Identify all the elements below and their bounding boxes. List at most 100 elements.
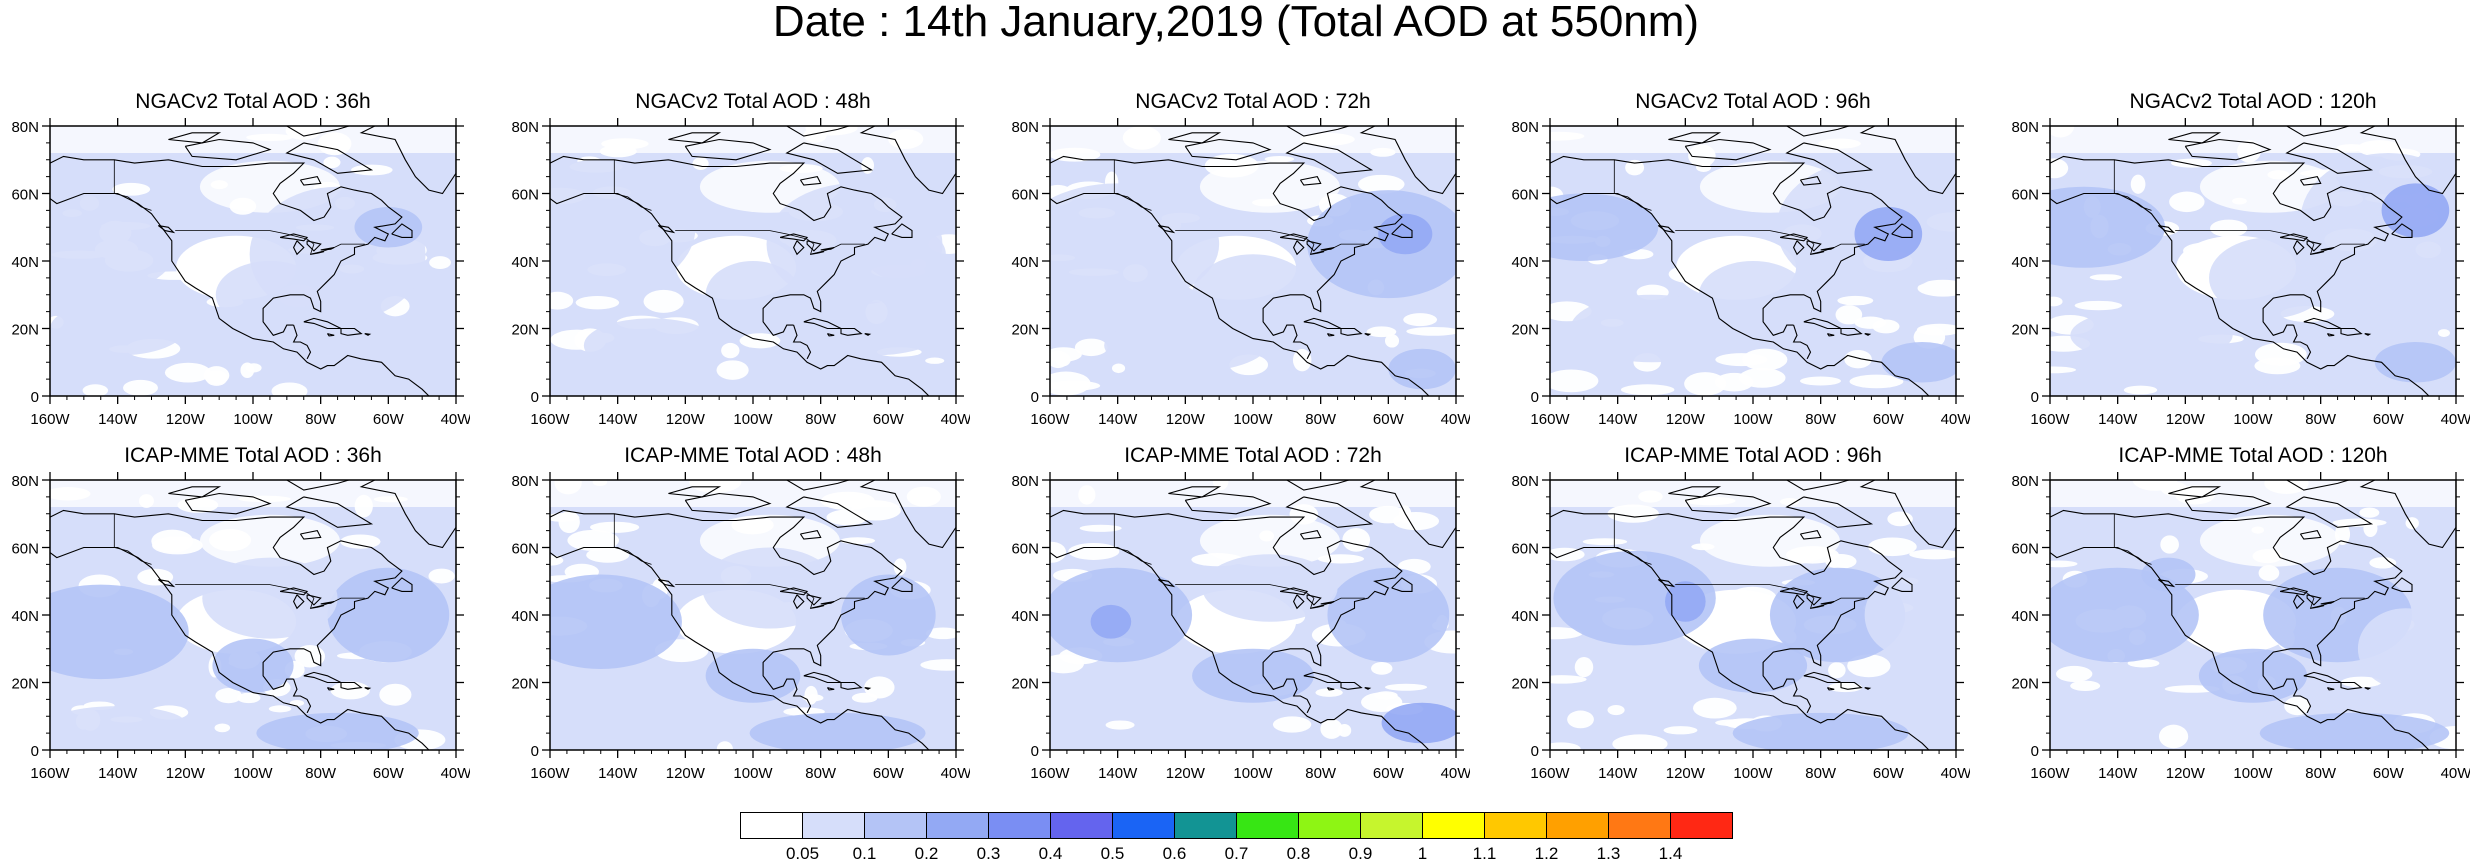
lon-tick-label: 100W [733,411,773,428]
lon-tick-label: 100W [1233,765,1273,782]
colorbar-swatch [926,812,989,839]
lon-tick-label: 60W [2373,765,2405,782]
panel-title: NGACv2 Total AOD : 120h [2129,90,2377,113]
lat-tick-label: 0 [2031,743,2039,760]
lat-tick-label: 20N [511,322,539,339]
lon-tick-label: 160W [2030,765,2070,782]
coastlines [1550,126,1956,396]
lat-tick-label: 0 [31,389,39,406]
lon-tick-label: 100W [2233,411,2273,428]
lon-tick-label: 80W [1305,411,1337,428]
panel-title: ICAP-MME Total AOD : 36h [124,444,382,467]
lon-tick-label: 160W [30,765,70,782]
lat-tick-label: 40N [2011,254,2039,271]
page-title: Date : 14th January,2019 (Total AOD at 5… [772,0,1700,46]
lon-tick-label: 160W [530,411,570,428]
colorbar-swatch [1546,812,1609,839]
lon-tick-label: 60W [1373,411,1405,428]
lat-tick-label: 20N [1511,322,1539,339]
lat-tick-label: 0 [1031,743,1039,760]
lon-tick-label: 140W [98,765,138,782]
lon-tick-label: 140W [1098,411,1138,428]
lon-tick-label: 120W [666,765,706,782]
colorbar-label: 1.2 [1535,844,1559,862]
aod-map: 0 20N 40N 60N 80N 160W 140W 120W 100W 80W 60W 40W [1511,118,1970,428]
colorbar-label: 0.8 [1287,844,1311,862]
lat-tick-label: 0 [2031,389,2039,406]
aod-map: 0 20N 40N 60N 80N 160W 140W 120W 100W 80W 60W 40W [511,472,970,782]
map-panel: NGACv2 Total AOD : 36h 0 20N 40N 60N 80N 160W 1… [0,90,470,430]
lat-tick-label: 80N [1511,119,1539,136]
lat-tick-label: 60N [511,187,539,204]
colorbar-swatch [1484,812,1547,839]
lon-tick-label: 160W [530,765,570,782]
colorbar-label: 1.1 [1473,844,1497,862]
aod-map: 0 20N 40N 60N 80N 160W 140W 120W 100W 80W 60W 40W [1011,472,1470,782]
lon-tick-label: 40W [941,765,970,782]
colorbar-label: 0.5 [1101,844,1125,862]
lon-tick-label: 40W [1941,411,1970,428]
lat-tick-label: 0 [1031,389,1039,406]
coastlines [2050,126,2456,396]
coastlines [50,126,456,396]
lon-tick-label: 120W [2166,765,2206,782]
colorbar-label: 1.4 [1659,844,1683,862]
colorbar-swatch [864,812,927,839]
lon-tick-label: 160W [2030,411,2070,428]
lon-tick-label: 40W [1941,765,1970,782]
lon-tick-label: 80W [1305,765,1337,782]
lon-tick-label: 140W [598,765,638,782]
lon-tick-label: 140W [2098,765,2138,782]
lon-tick-label: 80W [2305,765,2337,782]
colorbar-swatch [1360,812,1423,839]
lon-tick-label: 80W [2305,411,2337,428]
colorbar-swatch [802,812,865,839]
lat-tick-label: 0 [31,743,39,760]
aod-field [1050,480,1456,750]
colorbar-label: 1 [1418,844,1427,862]
lon-tick-label: 60W [873,411,905,428]
lon-tick-label: 40W [441,765,470,782]
lon-tick-label: 60W [1873,765,1905,782]
panel-title: ICAP-MME Total AOD : 96h [1624,444,1882,467]
map-panel: NGACv2 Total AOD : 48h 0 20N 40N 60N 80N 160W 1… [500,90,970,430]
aod-field [50,480,456,750]
lat-tick-label: 80N [11,473,39,490]
lon-tick-label: 40W [2441,411,2470,428]
lon-tick-label: 100W [2233,765,2273,782]
lat-tick-label: 60N [511,541,539,558]
lon-tick-label: 60W [1373,765,1405,782]
lon-tick-label: 40W [1441,411,1470,428]
colorbar-label: 0.3 [977,844,1001,862]
lat-tick-label: 40N [1511,608,1539,625]
lon-tick-label: 160W [1030,765,1070,782]
colorbar-label: 0.2 [915,844,939,862]
colorbar-swatch [740,812,803,839]
lon-tick-label: 120W [666,411,706,428]
lon-tick-label: 100W [233,411,273,428]
lat-tick-label: 40N [1511,254,1539,271]
lat-tick-label: 20N [1011,322,1039,339]
aod-field [1550,126,1956,396]
aod-field [550,126,956,396]
lon-tick-label: 160W [1530,765,1570,782]
aod-field [550,480,956,750]
lat-tick-label: 60N [11,187,39,204]
colorbar-swatch [1050,812,1113,839]
lat-tick-label: 20N [2011,322,2039,339]
aod-map: 0 20N 40N 60N 80N 160W 140W 120W 100W 80W 60W 40W [11,118,470,428]
lat-tick-label: 40N [511,254,539,271]
panel-title: NGACv2 Total AOD : 72h [1135,90,1371,113]
lat-tick-label: 60N [1511,541,1539,558]
aod-colorbar: 0.05 0.1 0.2 0.3 0.4 0.5 0.6 0.7 0.8 0.9 1 1.1 1.2 1.… [740,812,1733,862]
aod-map: 0 20N 40N 60N 80N 160W 140W 120W 100W 80W 60W 40W [511,118,970,428]
coastlines [50,480,456,750]
lat-tick-label: 40N [1011,254,1039,271]
lat-tick-label: 60N [1011,187,1039,204]
lon-tick-label: 40W [2441,765,2470,782]
lat-tick-label: 60N [1511,187,1539,204]
lon-tick-label: 140W [1098,765,1138,782]
lat-tick-label: 20N [1511,676,1539,693]
lon-tick-label: 120W [1166,765,1206,782]
lon-tick-label: 120W [1666,765,1706,782]
